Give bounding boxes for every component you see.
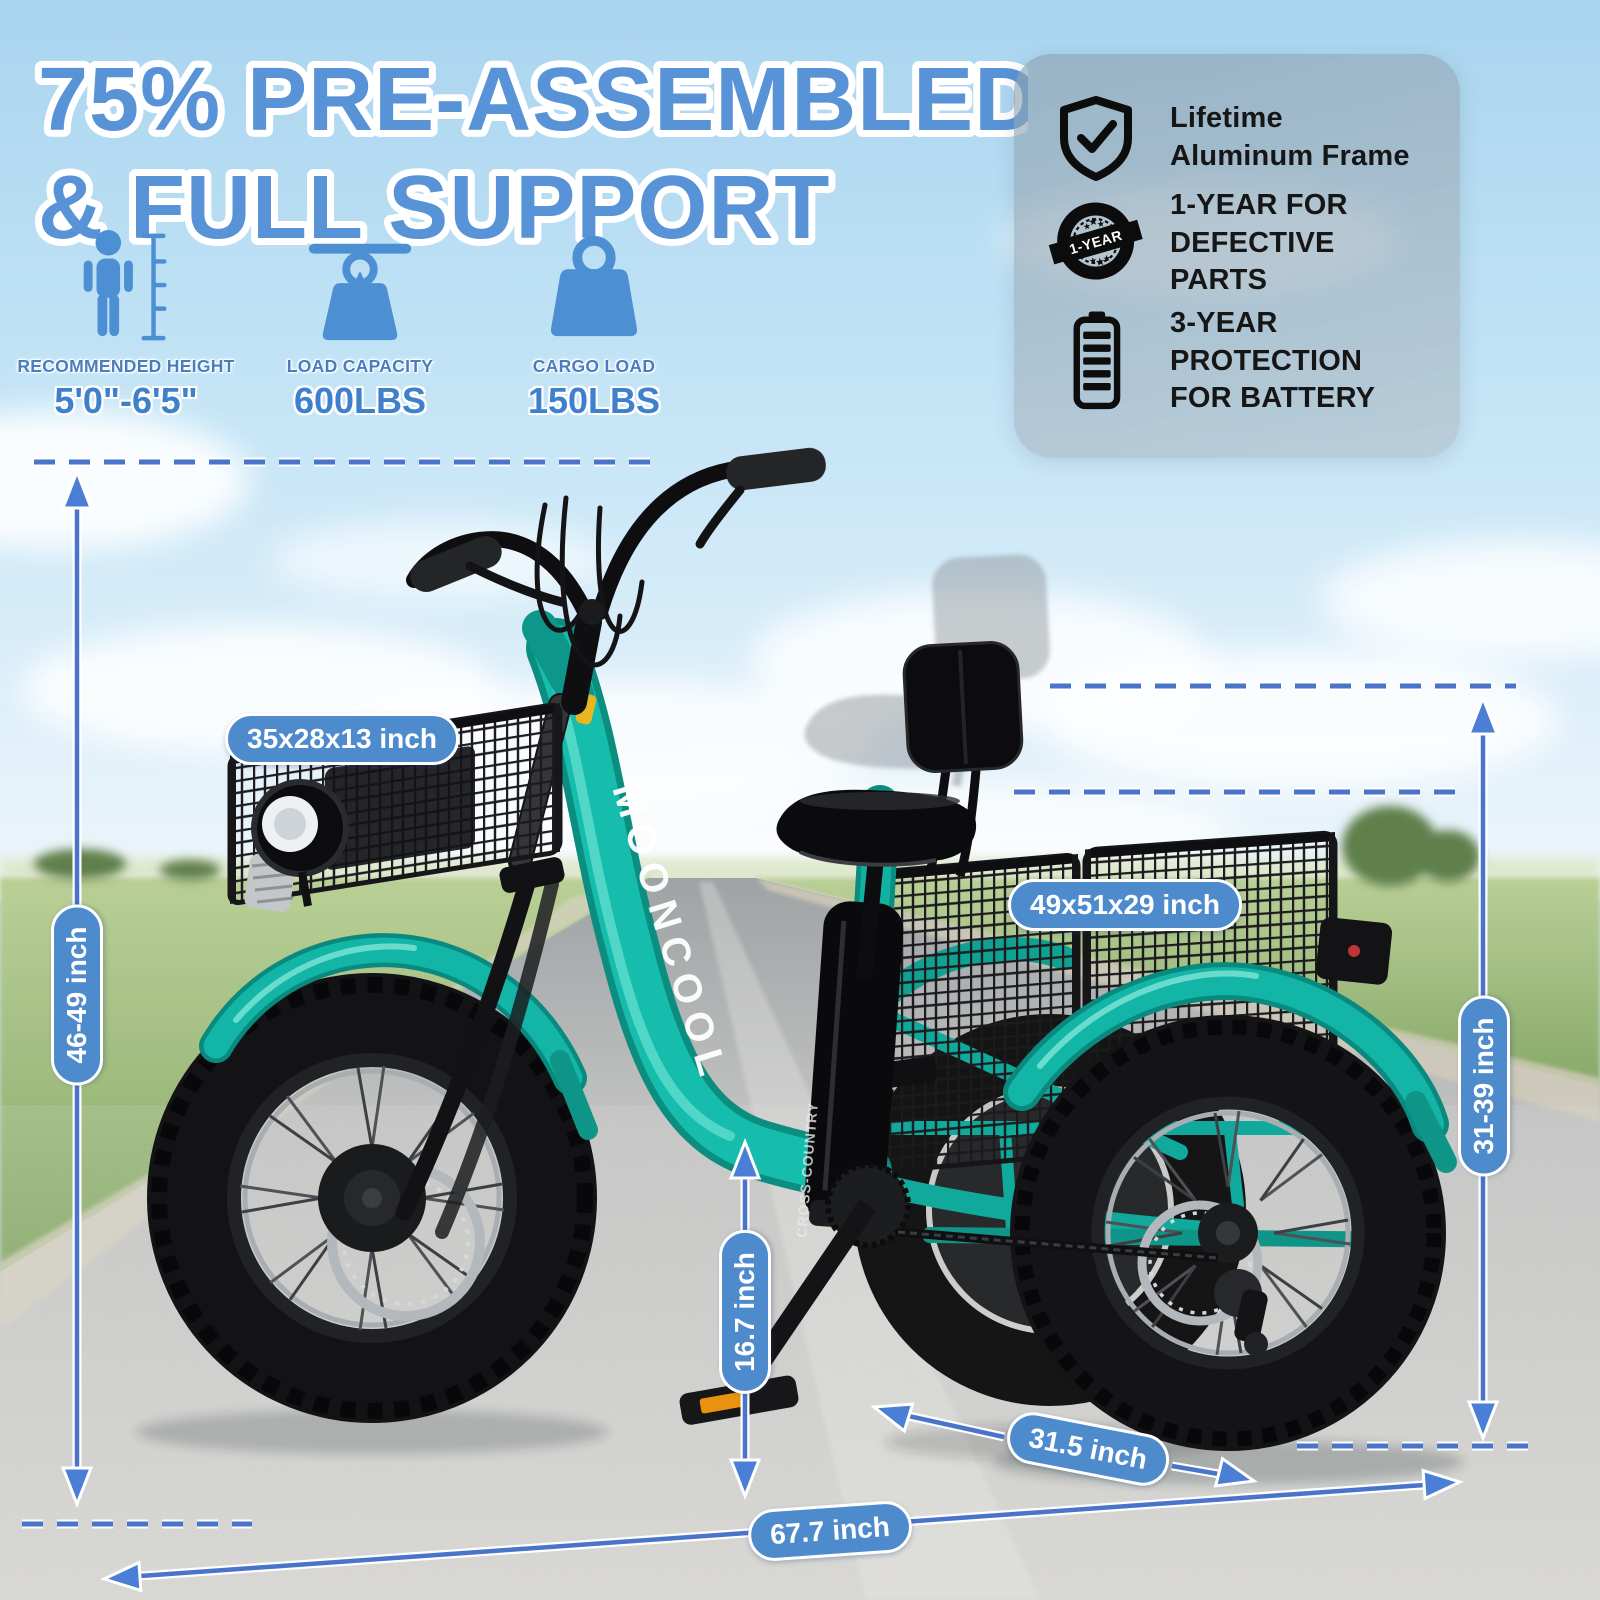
derailleur [1234,1289,1268,1356]
hanging-weight-icon [308,243,412,341]
tricycle-illustration: MOONCOOL CROSS-COUNTRY [137,447,1463,1484]
one-year-badge-icon: ★★★ ★★★ 1-YEAR [1048,202,1143,280]
warranty-text-line: Aluminum Frame [1170,140,1410,172]
battery-icon [1073,311,1121,410]
rear-basket-dimension-label: 49x51x29 inch [1008,879,1242,931]
saddle [776,789,977,867]
spec-cargo-load: CARGO LOAD 150LBS [494,228,694,422]
spec-label: RECOMMENDED HEIGHT [17,356,235,376]
spec-value: 600LBS [293,380,427,421]
title-line-1: 75% PRE-ASSEMBLED [38,50,1028,150]
kettlebell-weight-icon [550,235,638,337]
headlight [244,779,349,912]
spec-recommended-height: RECOMMENDED HEIGHT 5'0"-6'5" [17,228,234,422]
spec-load-capacity: LOAD CAPACITY 600LBS [260,228,460,422]
handlebar [406,447,826,715]
backrest [902,641,1024,773]
step-through-height-label: 16.7 inch [719,1230,771,1394]
spec-value: 5'0"-6'5" [54,380,198,421]
svg-text:★: ★ [1087,216,1099,230]
spec-label: LOAD CAPACITY [286,356,434,376]
warranty-text-line: FOR BATTERY [1170,382,1376,415]
svg-text:★: ★ [1088,256,1098,267]
front-fender [199,933,598,1140]
warranty-item-frame: Lifetime Aluminum Frame [1048,94,1430,182]
svg-text:★: ★ [1082,221,1092,232]
tail-light [1315,917,1393,985]
warranty-text-line: 1-YEAR FOR [1170,188,1348,221]
front-basket-dimension-label: 35x28x13 inch [225,713,459,765]
warranty-text-line: DEFECTIVE PARTS [1170,226,1335,297]
handlebar-height-label: 46-49 inch [51,904,103,1086]
spec-label: CARGO LOAD [532,356,656,376]
title-line-2: & FULL SUPPORT [38,158,830,258]
svg-text:★: ★ [1094,256,1106,270]
page-title: 75% PRE-ASSEMBLED & FULL SUPPORT [31,43,1028,265]
seat-height-label: 31-39 inch [1458,995,1510,1177]
front-wheel [147,973,597,1423]
warranty-item-parts: ★ ★ ★ ★ ★ ★ 1-YEAR 1-YEAR FOR DEFECTIVE PART… [1048,187,1430,300]
svg-text:★: ★ [1102,253,1112,264]
spec-highlights: RECOMMENDED HEIGHT 5'0"-6'5" LOAD CAPACI… [17,228,694,422]
warranty-text-line: Lifetime [1170,102,1283,135]
warranty-item-battery: 3-YEAR PROTECTION FOR BATTERY [1048,305,1430,418]
rear-right-wheel [1010,1015,1446,1451]
rear-track-measure-line [868,1392,1259,1497]
warranty-card: Lifetime Aluminum Frame ★ ★ ★ ★ ★ ★ 1-YEAR [1014,54,1460,458]
warranty-text-line: 3-YEAR PROTECTION [1170,306,1363,377]
shield-check-icon [1060,96,1132,181]
spec-value: 150LBS [527,380,661,421]
rear-right-fender [1003,962,1457,1173]
height-person-icon [83,229,167,341]
svg-text:★: ★ [1096,219,1106,230]
seat-post [856,857,884,981]
